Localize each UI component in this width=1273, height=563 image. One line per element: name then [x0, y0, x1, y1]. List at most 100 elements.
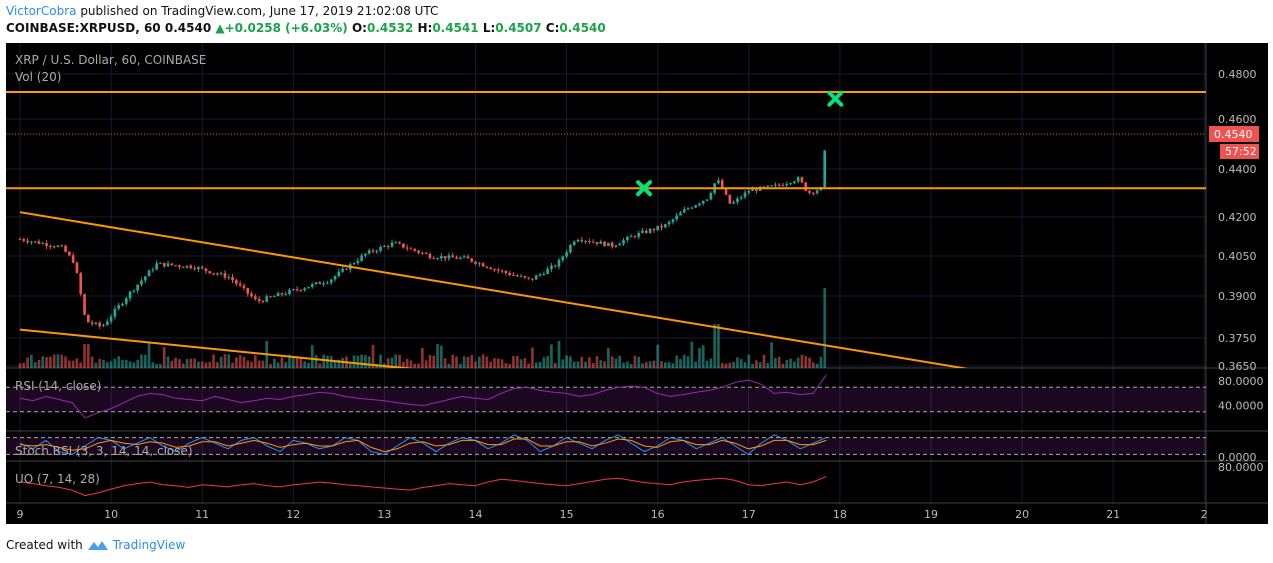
volume-bar	[231, 362, 234, 368]
candle-body	[580, 239, 584, 242]
candle-body	[352, 263, 356, 265]
volume-bar	[569, 356, 572, 368]
candle-body	[26, 240, 29, 243]
volume-bar	[766, 362, 770, 368]
candle-body	[743, 192, 747, 198]
candle-body	[796, 177, 800, 182]
volume-bar	[136, 359, 139, 368]
candle-body	[477, 263, 481, 265]
publish-line: VictorCobra published on TradingView.com…	[6, 4, 438, 18]
volume-bar	[424, 360, 428, 368]
price-tick-label: 0.4200	[1218, 211, 1257, 224]
uo-tick-label: 80.0000	[1218, 461, 1264, 474]
candle-body	[231, 277, 234, 281]
candle-body	[736, 198, 739, 203]
volume-bar	[607, 348, 610, 368]
candle-body	[436, 258, 439, 260]
volume-bar	[41, 356, 45, 368]
candle-body	[534, 275, 538, 280]
volume-bar	[762, 354, 766, 368]
volume-bar	[534, 362, 538, 368]
candle-body	[269, 296, 272, 298]
volume-bar	[504, 363, 508, 368]
candle-body	[52, 246, 56, 248]
volume-bar	[284, 362, 288, 368]
candle-body	[785, 183, 789, 186]
candle-body	[216, 273, 219, 275]
chart-svg[interactable]: 0.4800 0.4600 0.4400 0.4200 0.4050 0.3900 0.37…	[6, 43, 1268, 524]
candle-body	[595, 241, 599, 244]
candle-body	[755, 189, 758, 191]
candle-body	[512, 275, 515, 277]
tradingview-link[interactable]: TradingView	[112, 538, 186, 552]
volume-bar	[360, 354, 363, 368]
volume-bar	[496, 358, 500, 368]
volume-bar	[686, 356, 690, 368]
candle-body	[622, 240, 625, 244]
candle-body	[200, 267, 204, 269]
candle-body	[546, 268, 549, 275]
volume-bar	[739, 358, 743, 368]
candle-body	[770, 185, 773, 187]
candle-body	[614, 245, 618, 247]
volume-bar	[235, 357, 238, 368]
volume-bar	[808, 357, 811, 368]
volume-bar	[276, 362, 280, 368]
candle-body	[238, 283, 242, 286]
candle-body	[117, 305, 121, 309]
candle-body	[79, 272, 83, 295]
candle-body	[603, 241, 606, 246]
volume-bar	[223, 354, 227, 368]
candle-body	[178, 265, 181, 267]
candle-body	[227, 277, 231, 279]
trendline	[19, 211, 968, 368]
volume-bar	[132, 362, 136, 368]
high-label: H:	[417, 21, 433, 35]
candle-body	[504, 270, 508, 274]
candle-body	[451, 255, 455, 258]
time-tick-label: 13	[377, 508, 391, 521]
volume-bar	[257, 360, 261, 368]
volume-bar	[200, 361, 204, 368]
footer: Created with TradingView	[6, 538, 185, 552]
candle-body	[402, 243, 405, 248]
volume-bar	[572, 361, 576, 368]
candle-body	[747, 190, 751, 193]
volume-bar	[310, 345, 314, 368]
volume-bar	[796, 357, 800, 368]
volume-bar	[326, 355, 329, 368]
candle-body	[41, 243, 45, 245]
candle-body	[318, 282, 322, 285]
candle-body	[432, 258, 436, 260]
candle-body	[242, 285, 246, 288]
candle-body	[572, 241, 576, 246]
chart-area[interactable]: 0.4800 0.4600 0.4400 0.4200 0.4050 0.3900 0.37…	[6, 43, 1268, 524]
candle-body	[675, 215, 679, 220]
volume-bar	[128, 361, 132, 368]
candle-body	[22, 239, 26, 241]
volume-bar	[690, 341, 694, 368]
candle-body	[405, 247, 409, 249]
candle-body	[189, 265, 193, 269]
candle-body	[591, 241, 595, 243]
candle-body	[694, 205, 697, 208]
volume-bar	[49, 356, 52, 368]
candle-body	[49, 246, 52, 248]
stoch-rsi-label: Stoch RSI (3, 3, 14, 14, close)	[15, 444, 193, 458]
candle-body	[98, 322, 102, 327]
volume-bar	[770, 342, 773, 368]
candle-body	[170, 263, 174, 266]
volume-bar	[117, 356, 121, 368]
volume-bar	[546, 355, 549, 368]
volume-bar	[409, 360, 413, 368]
candle-body	[671, 219, 675, 223]
volume-bar	[238, 355, 242, 368]
low-label: L:	[482, 21, 496, 35]
volume-bar	[314, 355, 318, 368]
time-tick-label: 9	[17, 508, 24, 521]
volume-bar	[804, 355, 808, 368]
price-tick-label: 0.3900	[1218, 290, 1257, 303]
author-link[interactable]: VictorCobra	[6, 4, 77, 18]
volume-bar	[679, 358, 682, 368]
volume-bar	[166, 356, 170, 368]
